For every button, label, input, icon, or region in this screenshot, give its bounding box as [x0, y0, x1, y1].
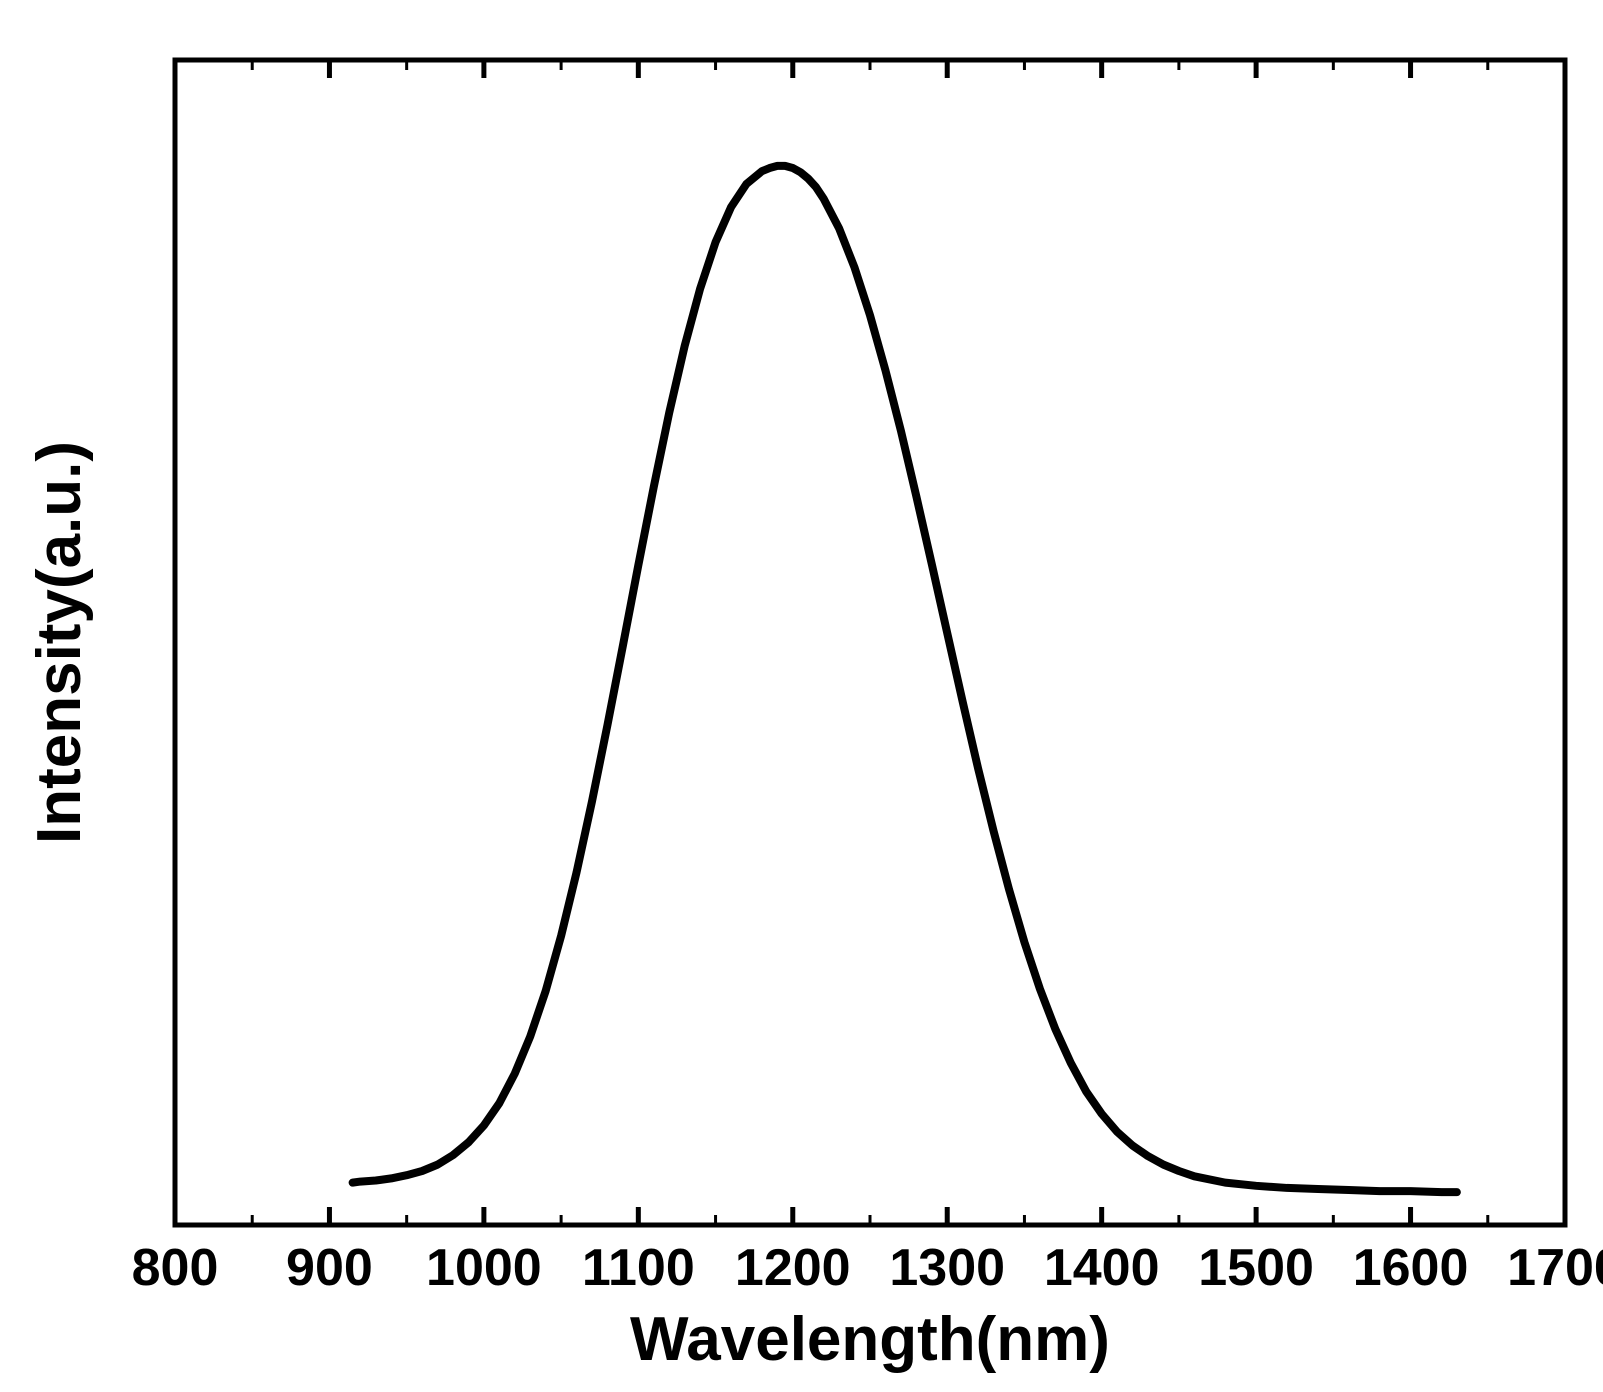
- x-tick-label: 1200: [735, 1239, 851, 1297]
- plot-frame: [175, 60, 1565, 1225]
- x-tick-label: 1600: [1353, 1239, 1469, 1297]
- x-tick-label: 1500: [1198, 1239, 1314, 1297]
- x-tick-label: 1100: [582, 1239, 695, 1297]
- spectrum-chart: 800 900 1000 1100 1200 1300 1400 1500 1600 1700 Wa…: [0, 0, 1603, 1392]
- x-tick-label: 1000: [426, 1239, 542, 1297]
- x-tick-label: 1700: [1507, 1239, 1603, 1297]
- x-tick-label: 900: [286, 1239, 373, 1297]
- x-tick-label: 800: [132, 1239, 219, 1297]
- y-axis-label: Intensity(a.u.): [25, 441, 94, 844]
- x-tick-label: 1400: [1044, 1239, 1160, 1297]
- x-axis-label: Wavelength(nm): [630, 1305, 1110, 1374]
- chart-canvas: 800 900 1000 1100 1200 1300 1400 1500 1600 1700 Wa…: [0, 0, 1603, 1392]
- intensity-curve: [353, 166, 1457, 1192]
- x-tick-label: 1300: [889, 1239, 1005, 1297]
